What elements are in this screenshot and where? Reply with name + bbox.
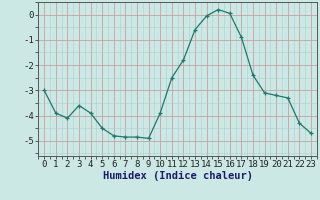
X-axis label: Humidex (Indice chaleur): Humidex (Indice chaleur) (103, 171, 252, 181)
